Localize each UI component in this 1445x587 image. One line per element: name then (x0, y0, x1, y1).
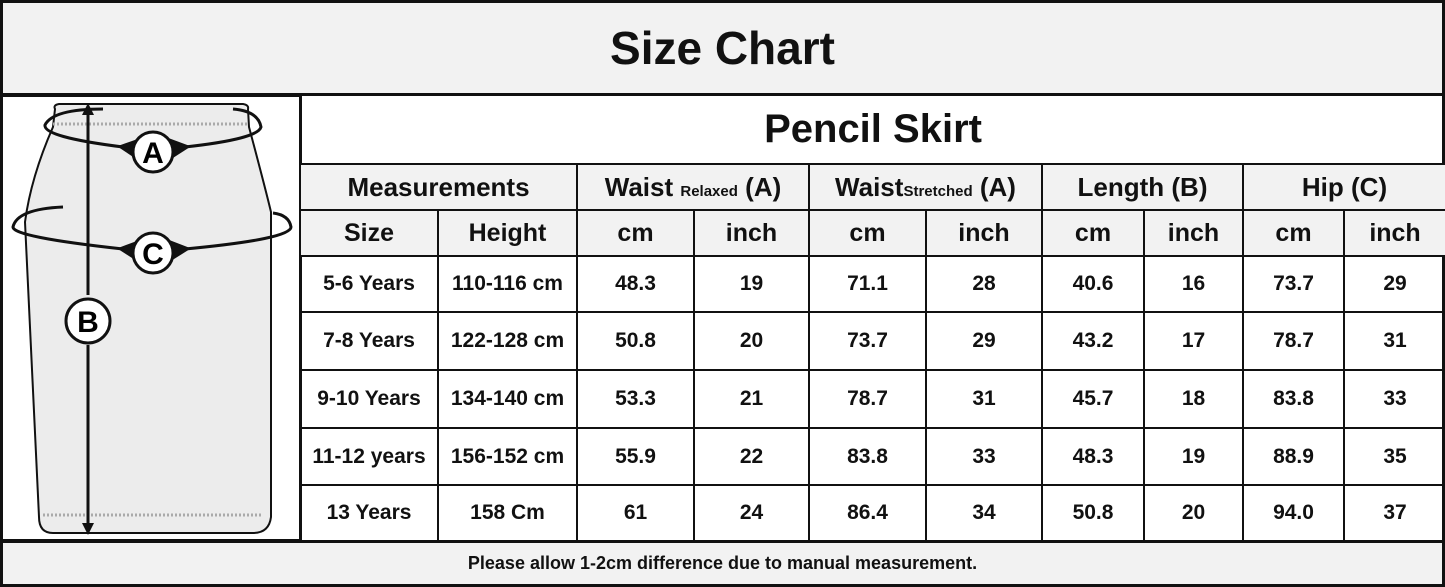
stretched-label: Stretched (903, 182, 973, 200)
label-b-icon: B (64, 297, 112, 345)
table-cell: 22 (693, 427, 810, 486)
group-measurements: Measurements (299, 163, 578, 211)
table-cell: 18 (1143, 369, 1244, 429)
table-cell: 55.9 (576, 427, 695, 486)
table-cell: 19 (1143, 427, 1244, 486)
table-row: 11-12 years 156-152 cm 55.9 22 83.8 33 48.3 19 8… (299, 427, 1445, 486)
skirt-illustration: A C B (11, 103, 293, 535)
skirt-diagram: A C B (0, 94, 302, 542)
mark-label: (A) (979, 171, 1016, 202)
table-row: 5-6 Years 110-116 cm 48.3 19 71.1 28 40.6 16 73.… (299, 255, 1445, 313)
table-cell: 88.9 (1242, 427, 1345, 486)
table-cell: 71.1 (808, 255, 927, 313)
table-cell: 31 (925, 369, 1043, 429)
group-length: Length (B) (1041, 163, 1244, 211)
table-cell: 16 (1143, 255, 1244, 313)
table-cell: 48.3 (576, 255, 695, 313)
group-waist-stretched: WaistStretched (A) (808, 163, 1043, 211)
table-cell: 21 (693, 369, 810, 429)
table-cell: 50.8 (576, 311, 695, 371)
table-cell: 20 (693, 311, 810, 371)
table-cell: 17 (1143, 311, 1244, 371)
table-cell: 122-128 cm (437, 311, 578, 371)
waist-label: Waist (835, 171, 904, 202)
group-hip: Hip (C) (1241, 163, 1445, 211)
column-header-row: Size Height cm inch cm inch cm inch cm inch (299, 209, 1445, 257)
table-cell: 110-116 cm (437, 255, 578, 313)
table-cell: 156-152 cm (437, 427, 578, 486)
label-a-icon: A (131, 130, 175, 174)
table-cell: 83.8 (1242, 369, 1345, 429)
waist-label: Waist (604, 171, 674, 202)
table-cell: 24 (693, 484, 810, 542)
table-cell: 11-12 years (299, 427, 439, 486)
table-cell: 5-6 Years (299, 255, 439, 313)
column-header: cm (576, 209, 695, 257)
table-cell: 158 Cm (437, 484, 578, 542)
table-cell: 73.7 (808, 311, 927, 371)
table-cell: 134-140 cm (437, 369, 578, 429)
table-row: 13 Years 158 Cm 61 24 86.4 34 50.8 20 94.0 37 (299, 484, 1445, 542)
table-cell: 50.8 (1041, 484, 1145, 542)
table-cell: 20 (1143, 484, 1244, 542)
relaxed-label: Relaxed (680, 182, 738, 200)
svg-text:C: C (142, 238, 164, 271)
column-header: cm (1041, 209, 1145, 257)
table-cell: 7-8 Years (299, 311, 439, 371)
table-cell: 31 (1342, 311, 1445, 371)
label-c-icon: C (131, 231, 175, 275)
table-cell: 13 Years (299, 484, 439, 542)
table-cell: 78.7 (808, 369, 927, 429)
table-cell: 73.7 (1242, 255, 1345, 313)
table-cell: 40.6 (1041, 255, 1145, 313)
table-cell: 83.8 (808, 427, 927, 486)
table-cell: 29 (925, 311, 1043, 371)
table-cell: 86.4 (808, 484, 927, 542)
product-title: Pencil Skirt (298, 94, 1445, 165)
table-cell: 94.0 (1242, 484, 1345, 542)
column-header: inch (925, 209, 1043, 257)
table-cell: 34 (925, 484, 1043, 542)
table-row: 7-8 Years 122-128 cm 50.8 20 73.7 29 43.2 17 78.… (299, 311, 1445, 371)
page-title: Size Chart (0, 0, 1445, 96)
size-table: Pencil Skirt Measurements Waist Relaxed … (298, 94, 1445, 542)
table-cell: 33 (925, 427, 1043, 486)
group-header-row: Measurements Waist Relaxed (A) WaistStre… (299, 163, 1445, 211)
table-cell: 33 (1342, 369, 1445, 429)
table-cell: 45.7 (1041, 369, 1145, 429)
table-cell: 28 (925, 255, 1043, 313)
table-cell: 43.2 (1041, 311, 1145, 371)
table-cell: 78.7 (1242, 311, 1345, 371)
column-header: inch (693, 209, 810, 257)
table-cell: 37 (1342, 484, 1445, 542)
table-cell: 9-10 Years (299, 369, 439, 429)
column-header: Size (299, 209, 439, 257)
column-header: cm (1242, 209, 1345, 257)
svg-text:B: B (77, 306, 99, 339)
mark-label: (A) (745, 171, 782, 202)
table-row: 9-10 Years 134-140 cm 53.3 21 78.7 31 45.7 18 83… (299, 369, 1445, 429)
table-cell: 48.3 (1041, 427, 1145, 486)
table-cell: 61 (576, 484, 695, 542)
group-waist-relaxed: Waist Relaxed (A) (576, 163, 810, 211)
svg-text:A: A (142, 137, 164, 170)
table-cell: 53.3 (576, 369, 695, 429)
table-cell: 29 (1342, 255, 1445, 313)
footer-note: Please allow 1-2cm difference due to man… (0, 540, 1445, 587)
column-header: inch (1143, 209, 1244, 257)
column-header: inch (1342, 209, 1445, 257)
column-header: Height (437, 209, 578, 257)
table-cell: 35 (1342, 427, 1445, 486)
column-header: cm (808, 209, 927, 257)
table-cell: 19 (693, 255, 810, 313)
